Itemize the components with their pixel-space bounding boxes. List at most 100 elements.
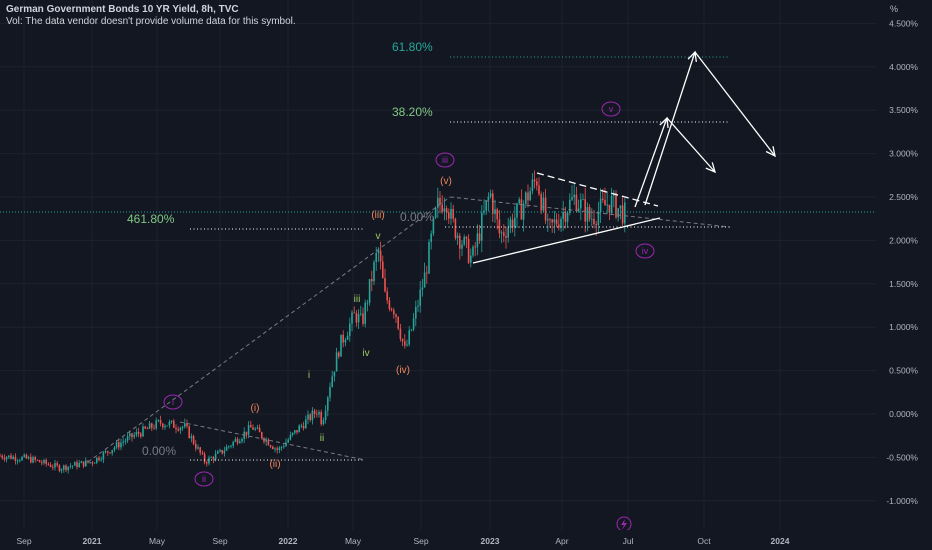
wave-minor-ii: ii (320, 433, 324, 444)
candle-body (54, 463, 56, 468)
candle-body (107, 451, 109, 453)
candle-body (338, 352, 340, 357)
candle-body (230, 445, 232, 447)
candle-body (278, 447, 281, 451)
candle-body (170, 420, 173, 422)
candle-body (329, 386, 331, 398)
time-tick: May (345, 536, 362, 546)
candle-body (390, 309, 393, 311)
candle-body (571, 197, 573, 200)
candle-body (452, 208, 454, 219)
candle-body (586, 207, 589, 222)
time-axis[interactable]: Sep 2021 May Sep 2022 May Sep 2023 Apr Jul Oct 2024 (0, 530, 932, 550)
trendline-small (179, 421, 366, 461)
candle-body (349, 323, 351, 336)
candle-body (591, 218, 593, 220)
candle-body (386, 291, 388, 301)
candle-body (514, 217, 516, 228)
candle-body (560, 218, 562, 228)
candle-body (16, 460, 19, 462)
grid (0, 0, 876, 530)
time-tick: Sep (212, 536, 227, 546)
candle-body (327, 397, 329, 411)
candle-body (1, 455, 3, 458)
time-tick: Jul (623, 536, 634, 546)
candle-body (126, 436, 129, 441)
candle-body (0, 455, 1, 457)
candle-body (608, 204, 611, 213)
candle-body (113, 447, 116, 451)
candle-body (569, 199, 571, 213)
candle-body (597, 211, 600, 226)
candle-body (478, 233, 481, 241)
candle-body (91, 462, 94, 464)
wave-paren-i: (i) (251, 403, 260, 414)
candle-body (65, 465, 67, 471)
candle-body (516, 203, 518, 218)
wave-circled-iv-ring (635, 243, 655, 259)
time-tick: 2022 (279, 536, 298, 546)
candle-body (93, 462, 96, 464)
wave-minor-iv: iv (362, 348, 369, 359)
candle-body (179, 427, 182, 431)
candle-body (320, 411, 322, 425)
trendline-upper-ext (449, 196, 731, 228)
candle-body (296, 430, 298, 433)
price-axis[interactable]: % 4.500% 4.000% 3.500% 3.000% 2.500% 2.000% 1.5… (876, 0, 932, 530)
candle-body (584, 199, 586, 222)
candle-body (181, 426, 184, 428)
candle-body (78, 463, 80, 468)
candle-body (283, 446, 285, 448)
wave-circled-i: i (172, 397, 174, 407)
candle-body (483, 210, 485, 213)
symbol-title[interactable]: German Government Bonds 10 YR Yield, 8h,… (6, 4, 239, 15)
candle-body (621, 205, 624, 224)
candle-body (384, 278, 386, 292)
candle-body (474, 246, 476, 248)
candle-body (606, 204, 608, 206)
candle-body (258, 427, 261, 433)
candle-body (366, 302, 369, 304)
candle-body (274, 448, 276, 450)
candle-body (45, 459, 47, 464)
candle-body (71, 465, 74, 467)
candle-body (166, 425, 168, 427)
candle-body (439, 197, 441, 205)
price-tick: 1.500% (889, 279, 918, 289)
price-tick: 0.000% (889, 409, 918, 419)
wave-minor-v: v (376, 231, 381, 242)
time-tick: 2024 (771, 536, 790, 546)
candle-body (287, 439, 289, 443)
arrow-down-a (666, 117, 716, 173)
time-tick: Sep (413, 536, 428, 546)
triangle-upper (536, 172, 659, 207)
candle-body (547, 219, 549, 221)
candle-body (104, 451, 107, 453)
candle-body (131, 433, 133, 438)
candle-body (157, 420, 160, 421)
candle-body (472, 246, 474, 256)
candle-body (311, 410, 314, 420)
fib-61-label: 61.80% (392, 40, 433, 54)
candle-body (428, 241, 430, 274)
candle-body (562, 212, 564, 219)
candle-body (236, 439, 239, 444)
candle-body (225, 446, 228, 451)
candle-body (503, 232, 505, 236)
candle-body (102, 452, 105, 460)
candle-body (434, 207, 437, 218)
wave-circled-ii-ring (194, 471, 214, 487)
candle-body (573, 194, 575, 198)
zero-bottom-label: 0.00% (142, 444, 176, 458)
candle-body (199, 447, 201, 453)
candle-body (404, 341, 406, 346)
candle-body (34, 457, 36, 460)
candle-body (146, 428, 149, 430)
wave-minor-i: i (308, 370, 310, 381)
candle-body (399, 328, 402, 339)
candle-body (465, 236, 468, 239)
candle-body (582, 199, 584, 200)
candle-body (10, 455, 12, 459)
candle-body (261, 432, 263, 439)
